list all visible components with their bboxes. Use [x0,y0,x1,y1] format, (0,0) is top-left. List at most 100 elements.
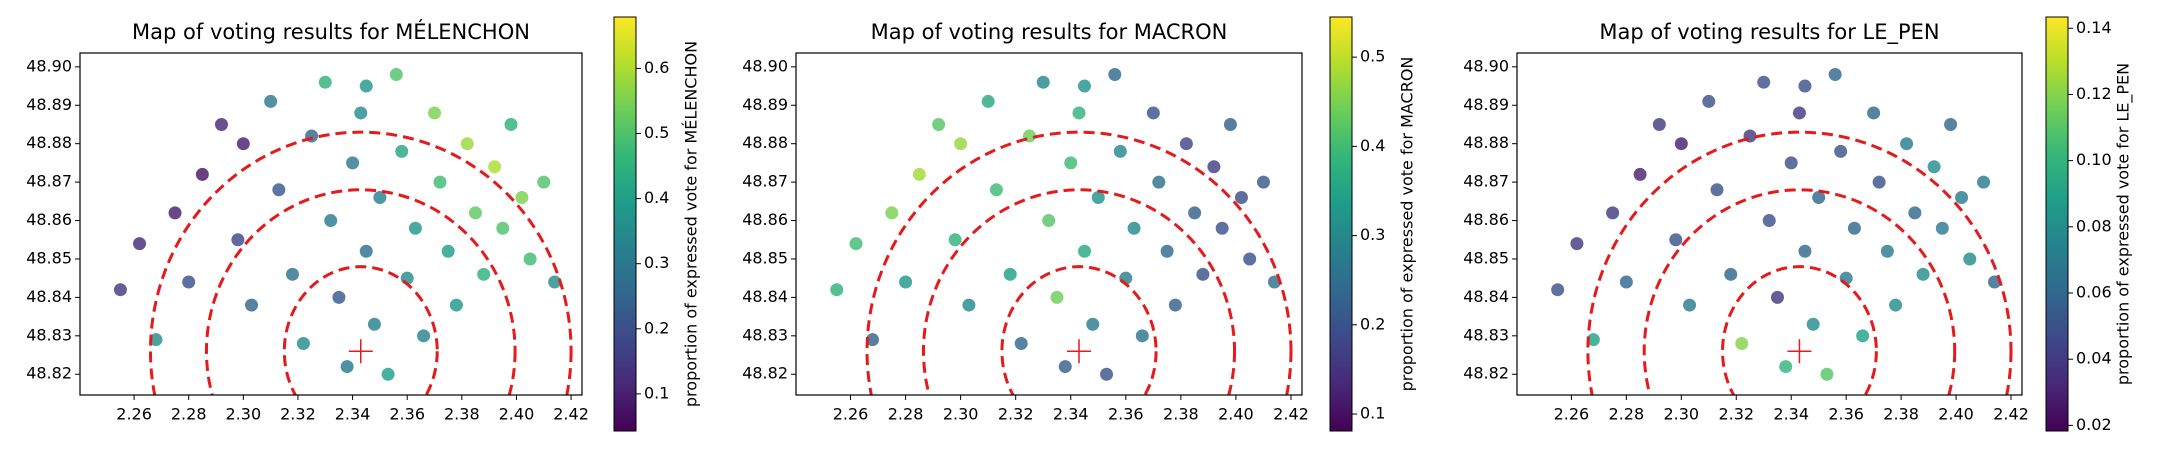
point [168,206,182,220]
subplot: Map of voting results for MACRON 2.26 2.28… [742,16,1417,432]
x-tick-label: 2.26 [1554,405,1590,424]
x-tick-label: 2.32 [1718,405,1754,424]
point [408,221,422,235]
point [1669,233,1683,247]
point [1828,68,1842,82]
y-tick-label: 48.86 [742,210,788,229]
point [214,117,228,131]
point [1724,267,1738,281]
point [954,137,968,151]
center-marker [348,339,373,364]
distance-circle [1000,265,1158,395]
point [1963,252,1977,266]
y-tick-label: 48.85 [742,248,788,267]
point [1064,156,1078,170]
point [1086,317,1100,331]
x-tick-label: 2.34 [1773,405,1809,424]
point [899,275,913,289]
point [1586,333,1600,347]
x-tick-label: 2.30 [1663,405,1699,424]
colorbar-tick-label: 0.4 [1360,136,1385,155]
point [1916,267,1930,281]
distance-circle [1586,130,2013,395]
y-tick-label: 48.88 [26,133,72,152]
point [373,190,387,204]
x-tick-label: 2.42 [553,405,589,424]
point [1779,360,1793,374]
y-tick-label: 48.85 [1463,248,1509,267]
point [932,117,946,131]
point [1215,221,1229,235]
point [477,267,491,281]
point [449,298,463,312]
y-tick-label: 48.84 [26,287,72,306]
point [1570,237,1584,251]
subplot: Map of voting results for MÉLENCHON 2.26 2… [26,16,701,432]
colorbar-tick-label: 0.3 [1360,225,1385,244]
y-tick-label: 48.86 [1463,210,1509,229]
point [417,329,431,343]
point [1880,244,1894,258]
colorbar-tick-label: 0.14 [2076,18,2112,37]
point [359,79,373,93]
point [113,283,127,297]
point [912,167,926,181]
y-tick-label: 48.87 [742,172,788,191]
y-tick-label: 48.82 [26,364,72,383]
point [1867,106,1881,120]
plot-area [830,68,1293,395]
colorbar-tick-label: 0.02 [2076,415,2112,434]
y-tick-label: 48.85 [26,248,72,267]
point [1234,190,1248,204]
point [1806,317,1820,331]
point [1179,137,1193,151]
x-tick-label: 2.40 [1938,405,1974,424]
point [488,160,502,174]
distance-circle [282,265,439,395]
point [433,175,447,189]
point [1146,106,1160,120]
colorbar [1329,16,1353,432]
y-tick-label: 48.90 [26,56,72,75]
point [1036,75,1050,89]
point [460,137,474,151]
colorbar-tick-label: 0.06 [2076,283,2112,302]
point [849,237,863,251]
colorbar-label: proportion of expressed vote for MÉLENCH… [682,41,701,407]
point [515,190,529,204]
point [340,360,354,374]
point [1710,183,1724,197]
colorbar-label: proportion of expressed vote for LE_PEN [2114,63,2134,385]
colorbar-tick-label: 0.12 [2076,84,2112,103]
point [548,275,562,289]
point [1188,206,1202,220]
x-tick-label: 2.38 [1163,405,1199,424]
point [133,237,147,251]
point [1834,144,1848,158]
point [496,221,510,235]
point [231,233,245,247]
point [1152,175,1166,189]
axes-frame [795,52,1303,396]
distance-circle [865,130,1293,395]
point [264,94,278,108]
point [948,233,962,247]
colorbar-tick-label: 0.4 [644,188,669,207]
point [1223,117,1237,131]
point [149,333,163,347]
distance-circle [205,188,517,395]
x-tick-label: 2.32 [998,405,1034,424]
plot-area [113,68,573,395]
point [1762,214,1776,228]
point [195,167,209,181]
point [1770,290,1784,304]
point [885,206,899,220]
point [1683,298,1697,312]
x-tick-label: 2.30 [943,405,979,424]
point [346,156,360,170]
x-tick-label: 2.30 [226,405,262,424]
point [1889,298,1903,312]
point [1551,283,1565,297]
point [1050,290,1064,304]
